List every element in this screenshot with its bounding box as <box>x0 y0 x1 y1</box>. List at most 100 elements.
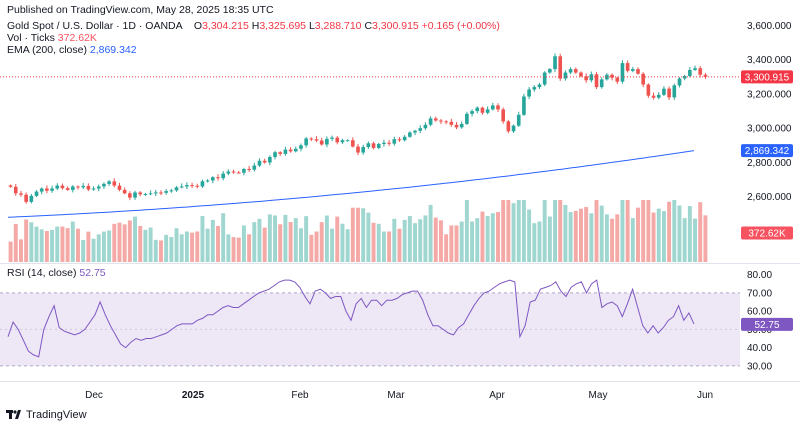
volume-bar <box>366 212 371 262</box>
volume-bar <box>589 213 594 262</box>
volume-bar <box>241 225 246 262</box>
candle <box>174 186 179 192</box>
volume-bar <box>558 200 563 262</box>
volume-bar <box>133 216 138 262</box>
candle <box>356 143 360 156</box>
volume-bar <box>221 213 226 262</box>
candle <box>522 93 526 116</box>
candle-body <box>45 188 49 191</box>
volume-bar <box>184 231 189 262</box>
candle-body <box>382 142 386 144</box>
close-value: 3,300.915 <box>372 20 419 32</box>
candle <box>361 144 365 155</box>
candle-body <box>615 77 620 82</box>
ema-value: 2,869.342 <box>89 44 137 56</box>
candle <box>86 183 91 192</box>
candle-body <box>226 171 231 174</box>
volume-bar <box>143 229 148 262</box>
candle-body <box>636 69 640 74</box>
price-tick-label: 2,800.000 <box>747 158 792 169</box>
volume-label[interactable]: Vol · Ticks <box>7 32 55 44</box>
ema-line <box>7 150 695 218</box>
candle-body <box>433 118 438 121</box>
volume-badge: 372.62K <box>741 226 793 240</box>
candle <box>13 183 18 196</box>
volume-bar <box>371 222 376 262</box>
candle <box>439 118 443 125</box>
candle-body <box>65 188 70 190</box>
candle <box>491 102 495 111</box>
candle-body <box>257 160 262 166</box>
candle-body <box>496 105 500 110</box>
volume-bar <box>501 200 506 262</box>
rsi-legend: RSI (14, close) 52.75 <box>7 267 106 279</box>
volume-bar <box>24 219 29 262</box>
volume-bar <box>314 231 319 262</box>
candle <box>216 174 220 181</box>
tradingview-brand[interactable]: TradingView <box>6 409 87 421</box>
candle <box>532 85 537 92</box>
candle-body <box>231 171 236 173</box>
tradingview-logo-icon <box>6 410 21 419</box>
low-label: L <box>308 20 315 32</box>
candle <box>50 185 54 193</box>
volume-bar <box>667 201 672 262</box>
symbol-label[interactable]: Gold Spot / U.S. Dollar · 1D · OANDA <box>7 20 183 32</box>
ema-badge-text: 2,869.342 <box>745 146 790 157</box>
volume-bar <box>288 222 293 262</box>
ema-label[interactable]: EMA (200, close) <box>7 44 87 56</box>
candle-body <box>656 94 661 98</box>
candle <box>573 67 578 74</box>
candle-body <box>392 139 397 144</box>
candle <box>268 155 272 166</box>
price-tick-label: 3,400.000 <box>747 55 792 66</box>
price-badge: 3,300.915 <box>741 70 793 84</box>
candle-body <box>330 137 334 139</box>
candle-body <box>138 192 143 195</box>
rsi-tick-label: 60.00 <box>747 307 772 318</box>
volume-bar <box>169 237 174 262</box>
candle <box>143 192 148 196</box>
volume-bar <box>620 200 625 262</box>
candle-body <box>102 183 106 187</box>
volume-bar <box>117 222 122 262</box>
candle-body <box>262 160 267 163</box>
candle <box>615 76 620 85</box>
volume-bar <box>651 212 656 262</box>
volume-bar <box>687 206 692 262</box>
candle-body <box>190 185 194 187</box>
volume-bar <box>257 218 262 262</box>
price-badge-bg <box>741 70 793 84</box>
candle <box>319 137 324 146</box>
candle <box>537 82 542 89</box>
volume-badge-bg <box>741 226 793 240</box>
volume-bar <box>470 221 475 262</box>
candle-body <box>319 140 324 145</box>
candle <box>631 66 635 73</box>
volume-bar <box>636 207 640 262</box>
candle-body <box>242 168 246 173</box>
candle-body <box>439 120 443 122</box>
volume-bar <box>174 228 179 262</box>
candle <box>470 109 474 117</box>
candle <box>102 182 106 189</box>
candle <box>703 72 708 80</box>
volume-bar <box>252 222 257 262</box>
volume-bar <box>236 237 241 262</box>
candle-body <box>662 88 666 95</box>
open-label: O <box>193 20 203 32</box>
candle-body <box>428 118 433 125</box>
candle <box>485 106 490 115</box>
candle <box>211 176 215 184</box>
rsi-line <box>7 279 695 358</box>
candle <box>128 191 132 201</box>
volume-bar <box>65 228 70 262</box>
candle <box>511 124 516 134</box>
volume-bar <box>350 207 355 262</box>
rsi-label[interactable]: RSI (14, close) <box>7 267 77 279</box>
volume-bar <box>402 219 407 262</box>
volume-bar <box>397 228 402 262</box>
candle-body <box>205 180 210 182</box>
volume-bar <box>18 239 23 262</box>
